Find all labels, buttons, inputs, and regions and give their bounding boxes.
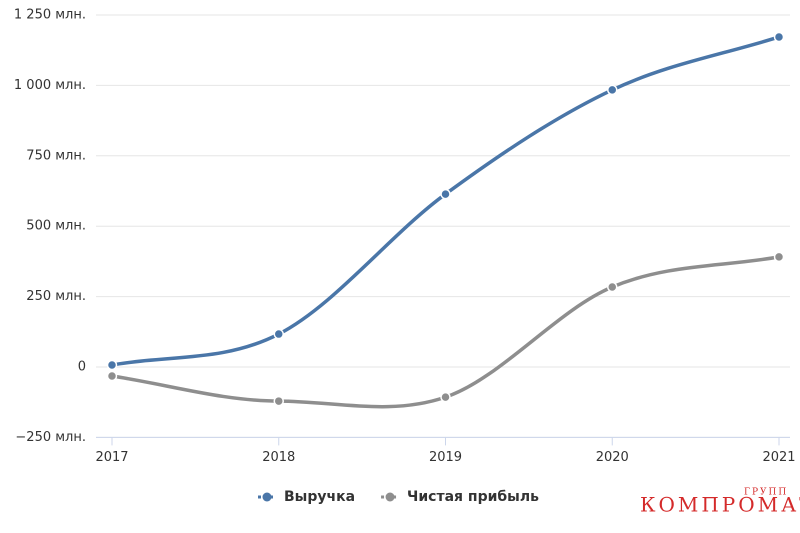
data-point bbox=[273, 328, 284, 340]
y-tick-label: 500 млн. bbox=[26, 219, 86, 234]
x-tick-label: 2020 bbox=[596, 450, 629, 465]
x-tick-label: 2021 bbox=[762, 450, 795, 465]
legend-marker bbox=[385, 492, 395, 502]
y-tick-label: 750 млн. bbox=[26, 148, 86, 163]
watermark: КОМПРОМАТ bbox=[640, 493, 800, 517]
y-tick-label: 0 bbox=[78, 360, 86, 375]
legend-item: Чистая прибыль bbox=[381, 489, 539, 505]
watermark-sub: ГРУПП bbox=[744, 488, 788, 498]
data-point bbox=[106, 370, 118, 382]
y-tick-label: −250 млн. bbox=[15, 430, 86, 445]
y-tick-label: 250 млн. bbox=[26, 289, 86, 304]
series-line bbox=[111, 255, 780, 409]
x-tick-label: 2018 bbox=[262, 450, 295, 465]
legend-label: Чистая прибыль bbox=[407, 489, 539, 505]
data-point bbox=[773, 251, 785, 263]
data-point bbox=[607, 281, 618, 293]
data-point bbox=[273, 395, 284, 407]
legend-item: Выручка bbox=[258, 489, 355, 505]
x-tick-label: 2017 bbox=[95, 450, 128, 465]
data-point bbox=[773, 31, 785, 43]
series-line bbox=[111, 35, 780, 367]
data-point bbox=[607, 84, 618, 96]
y-tick-label: 1 000 млн. bbox=[14, 78, 86, 93]
data-point bbox=[440, 188, 451, 200]
data-point bbox=[440, 391, 451, 403]
legend-label: Выручка bbox=[284, 489, 355, 505]
legend-marker bbox=[262, 492, 272, 502]
x-tick-label: 2019 bbox=[429, 450, 462, 465]
y-tick-label: 1 250 млн. bbox=[14, 8, 86, 23]
data-point bbox=[106, 359, 118, 371]
